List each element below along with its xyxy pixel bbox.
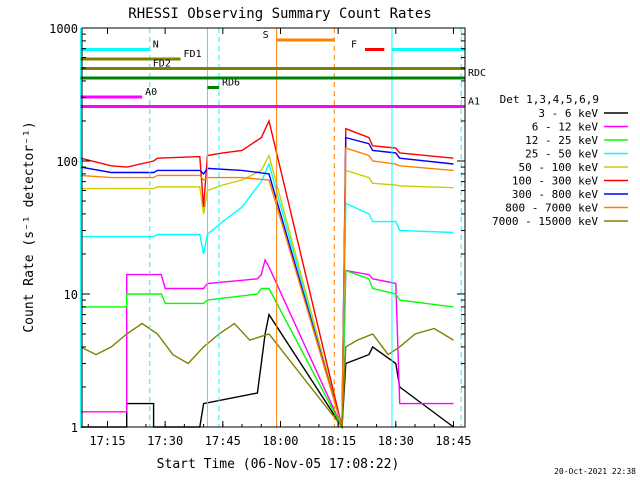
x-tick-label: 18:30 bbox=[378, 434, 414, 448]
y-tick-label: 10 bbox=[64, 288, 78, 302]
legend-entry-7000-15000-kev: 7000 - 15000 keV bbox=[492, 215, 598, 228]
y-axis: 1 10 100 1000 bbox=[49, 22, 465, 435]
series-line-800-7000-kev bbox=[80, 147, 454, 428]
annotation-label-a1: A1 bbox=[468, 97, 480, 108]
legend-entry-25-50-kev: 25 - 50 keV bbox=[525, 148, 598, 161]
y-axis-label: Count Rate (s⁻¹ detector⁻¹) bbox=[22, 121, 37, 332]
annotation-label-rdc: RDC bbox=[468, 68, 486, 79]
annotation-label-fd1: FD1 bbox=[184, 49, 202, 60]
vline-layer bbox=[80, 28, 462, 427]
x-axis: 17:15 17:30 17:45 18:00 18:15 18:30 18:45 bbox=[87, 28, 472, 448]
y-tick-label: 100 bbox=[56, 155, 78, 169]
legend-entry-50-100-kev: 50 - 100 keV bbox=[519, 161, 599, 174]
x-tick-label: 17:30 bbox=[147, 434, 183, 448]
series-line-50-100-kev bbox=[80, 153, 454, 428]
annotation-layer: N FD1 FD2 RD6 RDC A0 A1 S F bbox=[80, 30, 486, 108]
footer-timestamp: 20-Oct-2021 22:38 bbox=[554, 467, 636, 476]
annotation-label-s: S bbox=[263, 30, 269, 41]
series-line-300-800-kev bbox=[80, 136, 454, 428]
y-tick-label: 1 bbox=[71, 421, 78, 435]
series-line-7000-15000-kev bbox=[80, 322, 454, 429]
legend-title: Det 1,3,4,5,6,9 bbox=[500, 93, 599, 106]
series-line-6-12-kev bbox=[80, 258, 454, 428]
x-tick-label: 18:15 bbox=[320, 434, 356, 448]
series-line-3-6-kev bbox=[80, 312, 454, 430]
legend-entry-3-6-kev: 3 - 6 keV bbox=[538, 107, 598, 120]
legend-entry-6-12-kev: 6 - 12 keV bbox=[532, 121, 599, 134]
legend-entry-100-300-kev: 100 - 300 keV bbox=[512, 175, 598, 188]
series-line-100-300-kev bbox=[80, 118, 454, 428]
annotation-label-rd6: RD6 bbox=[222, 78, 240, 89]
x-axis-label: Start Time (06-Nov-05 17:08:22) bbox=[157, 457, 400, 472]
legend-entry-300-800-kev: 300 - 800 keV bbox=[512, 188, 598, 201]
x-tick-label: 17:15 bbox=[89, 434, 125, 448]
y-tick-label: 1000 bbox=[49, 22, 78, 36]
series-line-25-50-kev bbox=[80, 161, 454, 428]
plot-frame bbox=[81, 27, 466, 428]
x-tick-label: 17:45 bbox=[205, 434, 241, 448]
x-tick-label: 18:00 bbox=[262, 434, 298, 448]
annotation-label-f: F bbox=[351, 40, 357, 51]
legend-entry-800-7000-kev: 800 - 7000 keV bbox=[505, 202, 598, 215]
legend-entry-12-25-kev: 12 - 25 keV bbox=[525, 134, 598, 147]
x-tick-label: 18:45 bbox=[435, 434, 471, 448]
annotation-label-fd2: FD2 bbox=[153, 59, 171, 70]
annotation-label-a0: A0 bbox=[145, 87, 157, 98]
chart-title: RHESSI Observing Summary Count Rates bbox=[128, 6, 431, 22]
annotation-label-n: N bbox=[153, 40, 159, 51]
